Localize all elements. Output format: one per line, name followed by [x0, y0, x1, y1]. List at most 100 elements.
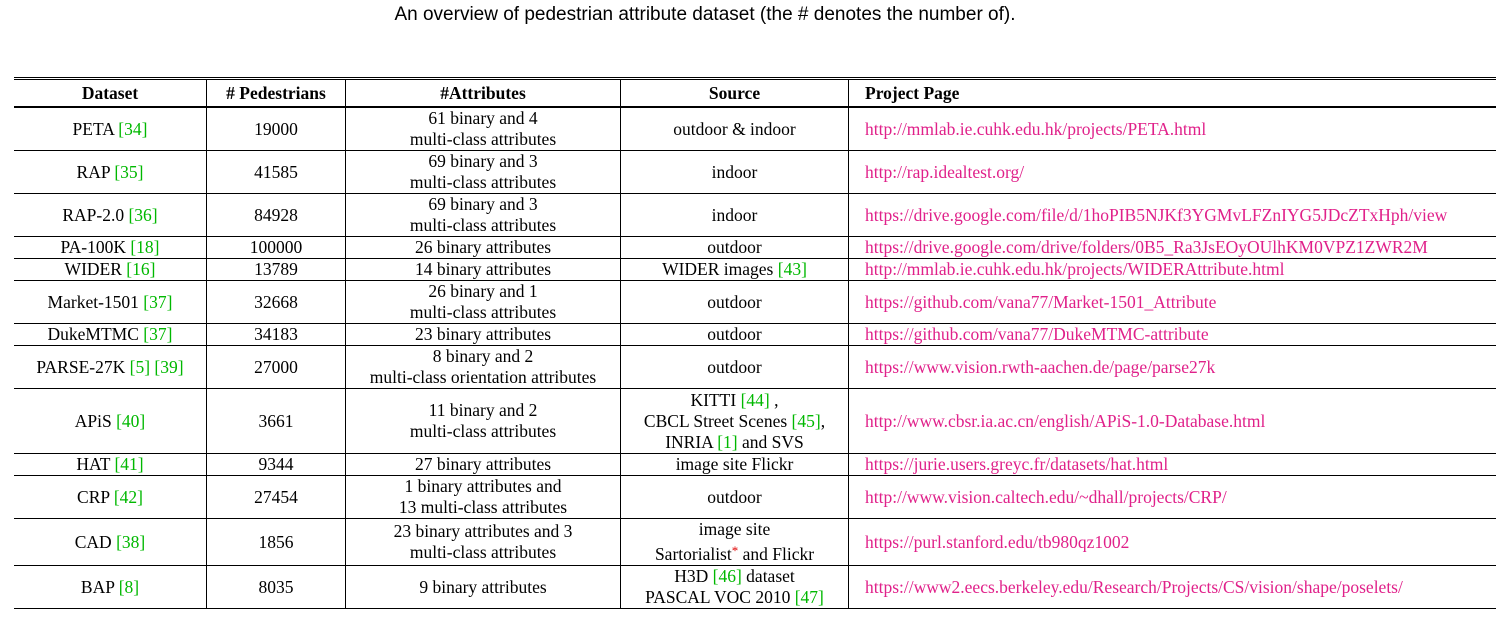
citation-ref[interactable]: [16]	[126, 259, 156, 279]
cell-line: 23 binary attributes	[414, 324, 552, 344]
cell-line: 26 binary and 1	[428, 281, 538, 301]
project-page-link[interactable]: https://github.com/vana77/DukeMTMC-attri…	[848, 323, 1496, 346]
citation-ref[interactable]: [40]	[116, 410, 146, 431]
project-page-link[interactable]: https://jurie.users.greyc.fr/datasets/ha…	[848, 453, 1496, 476]
cell-dataset: HAT [41]	[14, 453, 207, 476]
cell-dataset: PA-100K [18]	[14, 236, 207, 259]
cell-attributes: 23 binary attributes	[345, 323, 621, 346]
cell-dataset: RAP-2.0 [36]	[14, 193, 207, 237]
cell-line: 13 multi-class attributes	[398, 497, 568, 517]
cell-attributes: 61 binary and 4 multi-class attributes	[345, 107, 621, 151]
cell-line: 1 binary attributes and	[404, 476, 562, 496]
cell-line: indoor	[711, 204, 758, 225]
cell-line: outdoor & indoor	[673, 118, 796, 139]
table-row: CRP [42] 27454 1 binary attributes and 13 m…	[14, 475, 1496, 519]
project-page-link[interactable]: http://mmlab.ie.cuhk.edu.hk/projects/PET…	[848, 107, 1496, 151]
project-page-link[interactable]: https://github.com/vana77/Market-1501_At…	[848, 280, 1496, 324]
header-pedestrians: # Pedestrians	[206, 78, 346, 108]
cell-line: multi-class attributes	[409, 542, 557, 562]
table-row: APiS [40] 3661 11 binary and 2 multi-class …	[14, 388, 1496, 454]
table-row: Market-1501 [37] 32668 26 binary and 1 mult…	[14, 280, 1496, 324]
cell-dataset: CRP [42]	[14, 475, 207, 519]
cell-line: multi-class attributes	[409, 172, 557, 192]
project-page-link[interactable]: http://mmlab.ie.cuhk.edu.hk/projects/WID…	[848, 258, 1496, 281]
citation-ref[interactable]: [42]	[113, 486, 143, 507]
citation-ref[interactable]: [8]	[118, 576, 140, 597]
cell-line: 11 binary and 2	[428, 400, 538, 420]
cell-line: multi-class attributes	[409, 215, 557, 235]
cell-dataset: Market-1501 [37]	[14, 280, 207, 324]
cell-attributes: 69 binary and 3 multi-class attributes	[345, 150, 621, 194]
table-row: PETA [34] 19000 61 binary and 4 multi-class…	[14, 107, 1496, 151]
cell-source: indoor	[620, 150, 849, 194]
project-page-link[interactable]: https://drive.google.com/file/d/1hoPIB5N…	[848, 193, 1496, 237]
cell-dataset: CAD [38]	[14, 518, 207, 566]
cell-source: outdoor	[620, 345, 849, 389]
cell-source: outdoor	[620, 236, 849, 259]
citation-ref[interactable]: [18]	[130, 237, 160, 257]
cell-source: H3D [46] dataset PASCAL VOC 2010 [47]	[620, 565, 849, 609]
cell-line: multi-class attributes	[409, 421, 557, 441]
project-page-link[interactable]: https://purl.stanford.edu/tb980qz1002	[848, 518, 1496, 566]
cell-line: 14 binary attributes	[414, 259, 552, 279]
cell-source: outdoor	[620, 475, 849, 519]
project-page-link[interactable]: http://www.cbsr.ia.ac.cn/english/APiS-1.…	[848, 388, 1496, 454]
citation-ref[interactable]: [38]	[116, 531, 146, 552]
citation-ref[interactable]: [47]	[794, 587, 824, 607]
cell-source: KITTI [44] , CBCL Street Scenes [45], INRI…	[620, 388, 849, 454]
cell-pedestrians: 19000	[206, 107, 346, 151]
cell-source: outdoor	[620, 280, 849, 324]
dataset-table: Dataset # Pedestrians #Attributes Source…	[14, 77, 1496, 609]
cell-pedestrians: 41585	[206, 150, 346, 194]
cell-line: outdoor	[707, 291, 762, 312]
citation-ref[interactable]: [41]	[114, 454, 144, 474]
table-row: DukeMTMC [37] 34183 23 binary attributes ou…	[14, 323, 1496, 346]
citation-ref[interactable]: [45]	[791, 410, 821, 431]
cell-line: indoor	[711, 161, 758, 182]
cell-line: PASCAL VOC 2010 [47]	[645, 587, 824, 607]
citation-ref[interactable]: [46]	[712, 566, 742, 586]
table-caption: An overview of pedestrian attribute data…	[394, 4, 1016, 25]
project-page-link[interactable]: https://www2.eecs.berkeley.edu/Research/…	[848, 565, 1496, 609]
cell-dataset: DukeMTMC [37]	[14, 323, 207, 346]
project-page-link[interactable]: http://rap.idealtest.org/	[848, 150, 1496, 194]
cell-pedestrians: 32668	[206, 280, 346, 324]
header-row: Dataset # Pedestrians #Attributes Source…	[14, 78, 1496, 108]
citation-ref[interactable]: [37]	[143, 324, 173, 344]
citation-ref[interactable]: [36]	[128, 204, 158, 225]
citation-ref[interactable]: [1]	[717, 431, 738, 452]
cell-line: multi-class attributes	[409, 129, 557, 149]
cell-line: image site	[698, 519, 771, 539]
cell-line: outdoor	[707, 324, 762, 344]
project-page-link[interactable]: https://drive.google.com/drive/folders/0…	[848, 236, 1496, 259]
project-page-link[interactable]: https://www.vision.rwth-aachen.de/page/p…	[848, 345, 1496, 389]
citation-ref[interactable]: [44]	[740, 389, 770, 410]
cell-source: outdoor	[620, 323, 849, 346]
cell-pedestrians: 27454	[206, 475, 346, 519]
cell-line: Sartorialist* and Flickr	[654, 543, 815, 564]
cell-dataset: PARSE-27K [5] [39]	[14, 345, 207, 389]
table-row: PA-100K [18] 100000 26 binary attributes ou…	[14, 236, 1496, 259]
cell-attributes: 27 binary attributes	[345, 453, 621, 476]
project-page-link[interactable]: http://www.vision.caltech.edu/~dhall/pro…	[848, 475, 1496, 519]
cell-pedestrians: 34183	[206, 323, 346, 346]
citation-ref[interactable]: [39]	[154, 356, 184, 377]
cell-line: outdoor	[707, 486, 762, 507]
cell-pedestrians: 3661	[206, 388, 346, 454]
cell-attributes: 23 binary attributes and 3 multi-class at…	[345, 518, 621, 566]
citation-ref[interactable]: [35]	[114, 161, 144, 182]
table-row: WIDER [16] 13789 14 binary attributes WIDER…	[14, 258, 1496, 281]
cell-dataset: BAP [8]	[14, 565, 207, 609]
table-row: CAD [38] 1856 23 binary attributes and 3 mu…	[14, 518, 1496, 566]
cell-line: outdoor	[707, 356, 762, 377]
citation-ref[interactable]: [37]	[143, 291, 173, 312]
table-row: HAT [41] 9344 27 binary attributes image si…	[14, 453, 1496, 476]
cell-line: image site Flickr	[675, 454, 794, 474]
citation-ref[interactable]: [34]	[118, 118, 148, 139]
cell-attributes: 11 binary and 2 multi-class attributes	[345, 388, 621, 454]
header-project-page: Project Page	[848, 78, 1496, 108]
header-attributes: #Attributes	[345, 78, 621, 108]
cell-pedestrians: 1856	[206, 518, 346, 566]
citation-ref[interactable]: [5]	[129, 356, 151, 377]
citation-ref[interactable]: [43]	[777, 259, 807, 279]
